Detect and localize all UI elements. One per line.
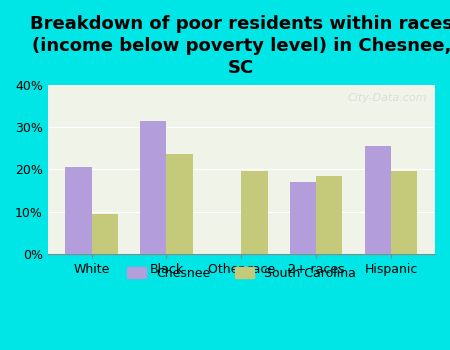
Bar <box>166 154 193 254</box>
Bar <box>316 176 342 254</box>
Bar <box>65 167 91 254</box>
Bar <box>241 172 268 254</box>
Legend: Chesnee, South Carolina: Chesnee, South Carolina <box>122 262 361 285</box>
Bar <box>140 120 166 254</box>
Bar <box>91 214 118 254</box>
Bar <box>391 172 418 254</box>
Bar <box>290 182 316 254</box>
Bar <box>365 146 391 254</box>
Title: Breakdown of poor residents within races
(income below poverty level) in Chesnee: Breakdown of poor residents within races… <box>30 15 450 77</box>
Text: City-Data.com: City-Data.com <box>348 93 427 103</box>
